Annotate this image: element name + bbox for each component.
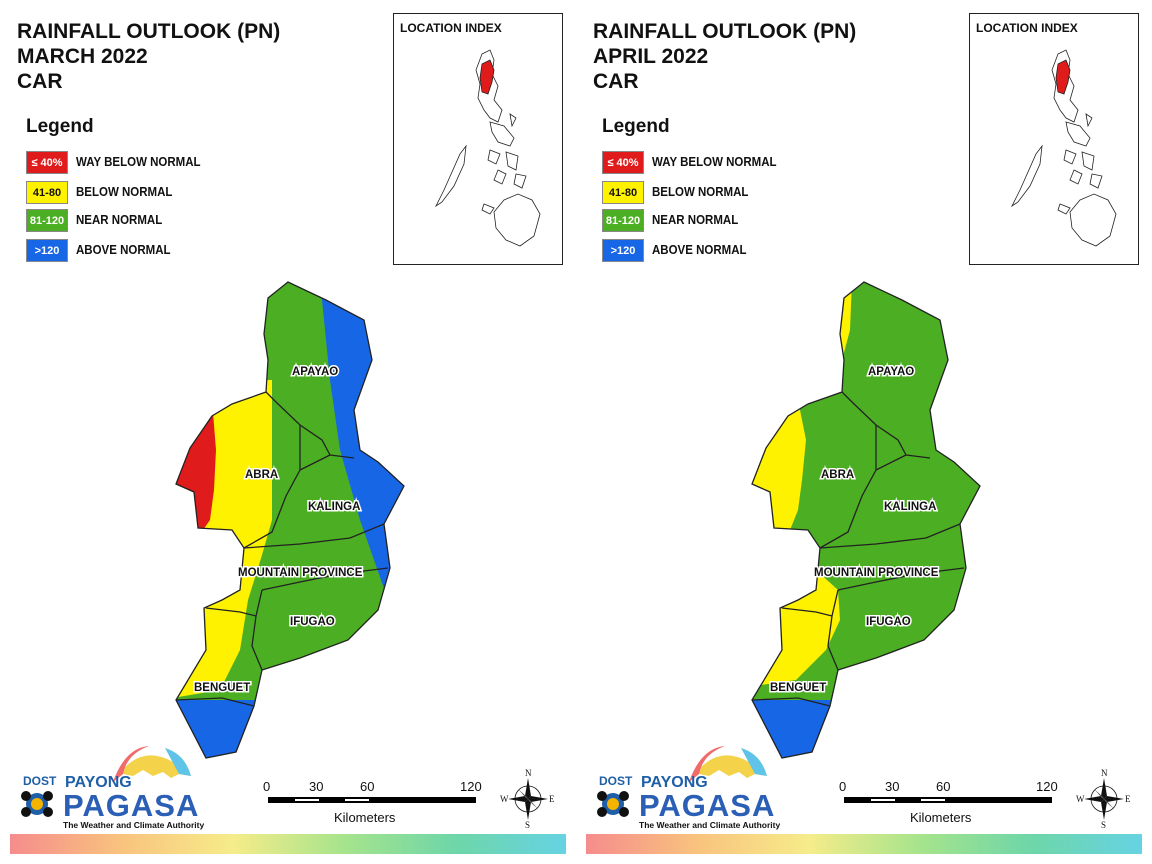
compass-w: W: [1076, 794, 1085, 804]
legend-swatch: >120: [26, 239, 68, 262]
legend-label: BELOW NORMAL: [652, 185, 749, 199]
car-highlight: [1055, 59, 1071, 95]
legend-label: NEAR NORMAL: [652, 213, 739, 227]
province-label-benguet: BENGUET: [194, 682, 250, 694]
compass-rose: N E S W: [1076, 768, 1132, 830]
legend-label: ABOVE NORMAL: [76, 243, 171, 257]
car-highlight: [479, 59, 495, 95]
legend-swatch: 41-80: [602, 181, 644, 204]
scale-bar-graphic: [844, 797, 1052, 803]
logo-dost: DOST: [599, 774, 633, 788]
province-label-benguet: BENGUET: [770, 682, 826, 694]
province-label-mountain-province: MOUNTAIN PROVINCE: [238, 567, 363, 579]
rainfall-map: APAYAO ABRA KALINGA MOUNTAIN PROVINCE IF…: [751, 281, 981, 759]
rainbow-footer-band: [10, 834, 566, 854]
compass-rose: N E S W: [500, 768, 556, 830]
scale-unit: Kilometers: [334, 810, 396, 825]
logo-pagasa: PAGASA: [63, 788, 200, 823]
logo-payong: PAYONG: [641, 774, 708, 791]
compass-n: N: [1101, 768, 1108, 778]
legend-item-way-below: ≤ 40% WAY BELOW NORMAL: [26, 151, 246, 175]
legend-label: WAY BELOW NORMAL: [76, 155, 201, 169]
legend-label: ABOVE NORMAL: [652, 243, 747, 257]
compass-s: S: [525, 820, 530, 830]
province-label-kalinga: KALINGA: [308, 501, 360, 513]
logo-tagline: The Weather and Climate Authority: [639, 820, 781, 830]
compass-n: N: [525, 768, 532, 778]
legend-heading: Legend: [602, 116, 670, 137]
legend-item-way-below: ≤ 40% WAY BELOW NORMAL: [602, 151, 822, 175]
title-line-2: APRIL 2022: [593, 45, 709, 68]
compass-s: S: [1101, 820, 1106, 830]
philippines-index-map: [434, 49, 541, 247]
scale-bar: 0 30 60 120 Kilometers: [262, 776, 492, 836]
legend-swatch: >120: [602, 239, 644, 262]
legend-heading: Legend: [26, 116, 94, 137]
panel-april: RAINFALL OUTLOOK (PN) APRIL 2022 CAR Leg…: [576, 0, 1152, 864]
legend-swatch: ≤ 40%: [602, 151, 644, 174]
panel-march: RAINFALL OUTLOOK (PN) MARCH 2022 CAR Leg…: [10, 13, 566, 854]
location-index: LOCATION INDEX: [969, 13, 1139, 265]
pagasa-logo: DOST PAYONG PAGASA The Weather and Clima…: [15, 740, 205, 835]
logo-dost: DOST: [23, 774, 57, 788]
scale-tick: 60: [360, 779, 375, 794]
scale-tick: 120: [460, 779, 482, 794]
province-label-mountain-province: MOUNTAIN PROVINCE: [814, 567, 939, 579]
legend-swatch: 41-80: [26, 181, 68, 204]
title-line-2: MARCH 2022: [17, 45, 148, 68]
title-line-1: RAINFALL OUTLOOK (PN): [17, 20, 281, 43]
map-title: RAINFALL OUTLOOK (PN) APRIL 2022 CAR: [593, 19, 856, 94]
province-label-abra: ABRA: [245, 469, 278, 481]
pagasa-logo: DOST PAYONG PAGASA The Weather and Clima…: [591, 740, 781, 835]
title-line-3: CAR: [17, 70, 63, 93]
scale-bar-graphic: [268, 797, 476, 803]
province-label-apayao: APAYAO: [868, 366, 914, 378]
rainfall-map: APAYAO ABRA KALINGA MOUNTAIN PROVINCE IF…: [175, 281, 405, 759]
legend-label: NEAR NORMAL: [76, 213, 163, 227]
compass-e: E: [1125, 794, 1131, 804]
legend-item-near: 81-120 NEAR NORMAL: [26, 209, 246, 233]
scale-tick: 120: [1036, 779, 1058, 794]
province-label-ifugao: IFUGAO: [290, 616, 335, 628]
scale-tick: 30: [309, 779, 324, 794]
province-label-apayao: APAYAO: [292, 366, 338, 378]
legend-swatch: 81-120: [26, 209, 68, 232]
location-index-title: LOCATION INDEX: [400, 21, 502, 35]
rainbow-footer-band: [586, 834, 1142, 854]
location-index: LOCATION INDEX: [393, 13, 563, 265]
scale-tick: 60: [936, 779, 951, 794]
title-line-3: CAR: [593, 70, 639, 93]
compass-w: W: [500, 794, 509, 804]
scale-tick: 0: [263, 779, 271, 794]
legend-label: BELOW NORMAL: [76, 185, 173, 199]
scale-tick: 30: [885, 779, 900, 794]
province-label-abra: ABRA: [821, 469, 854, 481]
legend-item-above: >120 ABOVE NORMAL: [26, 239, 246, 263]
legend-swatch: 81-120: [602, 209, 644, 232]
scale-bar: 0 30 60 120 Kilometers: [838, 776, 1068, 836]
scale-unit: Kilometers: [910, 810, 972, 825]
legend-label: WAY BELOW NORMAL: [652, 155, 777, 169]
logo-tagline: The Weather and Climate Authority: [63, 820, 205, 830]
legend-swatch: ≤ 40%: [26, 151, 68, 174]
province-label-ifugao: IFUGAO: [866, 616, 911, 628]
legend-item-near: 81-120 NEAR NORMAL: [602, 209, 822, 233]
compass-e: E: [549, 794, 555, 804]
legend-item-below: 41-80 BELOW NORMAL: [26, 181, 246, 205]
location-index-title: LOCATION INDEX: [976, 21, 1078, 35]
map-title: RAINFALL OUTLOOK (PN) MARCH 2022 CAR: [17, 19, 280, 94]
legend-item-below: 41-80 BELOW NORMAL: [602, 181, 822, 205]
title-line-1: RAINFALL OUTLOOK (PN): [593, 20, 857, 43]
legend-item-above: >120 ABOVE NORMAL: [602, 239, 822, 263]
scale-tick: 0: [839, 779, 847, 794]
philippines-index-map: [1010, 49, 1117, 247]
logo-pagasa: PAGASA: [639, 788, 776, 823]
logo-payong: PAYONG: [65, 774, 132, 791]
province-label-kalinga: KALINGA: [884, 501, 936, 513]
